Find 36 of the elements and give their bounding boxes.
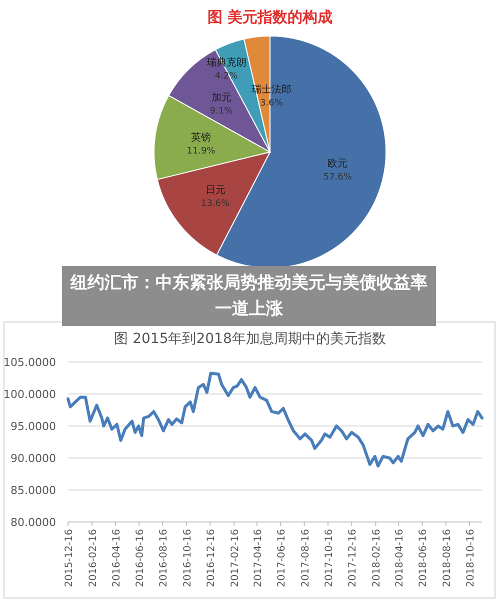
y-tick-label: 100.0000 bbox=[4, 388, 56, 401]
x-tick-label: 2017-02-16 bbox=[230, 529, 242, 588]
x-tick-label: 2015-12-16 bbox=[64, 529, 75, 588]
slice-label: 英镑 bbox=[191, 132, 212, 144]
x-tick-label: 2017-04-16 bbox=[252, 529, 264, 588]
x-tick-label: 2018-08-16 bbox=[442, 529, 453, 588]
x-tick-label: 2016-02-16 bbox=[88, 529, 100, 588]
y-tick-label: 105.0000 bbox=[4, 356, 56, 369]
data-label: 13.6% bbox=[200, 199, 230, 210]
x-tick-label: 2016-08-16 bbox=[158, 529, 170, 588]
chart-title: 图 2015年到2018年加息周期中的美元指数 bbox=[114, 331, 386, 347]
x-tick-label: 2017-10-16 bbox=[324, 529, 335, 588]
x-tick-label: 2016-06-16 bbox=[135, 529, 146, 588]
x-tick-label: 2018-10-16 bbox=[466, 529, 477, 588]
data-label: 11.9% bbox=[186, 146, 216, 157]
slice-label: 欧元 bbox=[328, 158, 348, 170]
x-tick-label: 2017-12-16 bbox=[348, 529, 359, 588]
x-tick-label: 2017-08-16 bbox=[300, 529, 312, 588]
x-tick-label: 2018-06-16 bbox=[418, 529, 430, 588]
slice-label: 加元 bbox=[211, 91, 232, 104]
x-tick-label: 2016-10-16 bbox=[182, 529, 194, 588]
x-tick-label: 2018-02-16 bbox=[372, 529, 383, 588]
y-tick-label: 80.0000 bbox=[10, 516, 56, 529]
chart-title: 图 美元指数的构成 bbox=[207, 8, 333, 26]
y-tick-label: 85.0000 bbox=[10, 484, 56, 497]
slice-label: 日元 bbox=[205, 185, 226, 196]
text: 纽约汇市：中东紧张局势推动美元与美债收益率一道上涨 bbox=[62, 266, 436, 326]
data-label: 57.6% bbox=[323, 172, 352, 182]
x-tick-label: 2018-04-16 bbox=[394, 529, 406, 588]
x-tick-label: 2016-04-16 bbox=[111, 529, 122, 588]
y-tick-label: 95.0000 bbox=[10, 420, 56, 433]
y-tick-label: 90.0000 bbox=[10, 452, 56, 465]
x-tick-label: 2017-06-16 bbox=[276, 529, 288, 588]
line-series bbox=[66, 372, 484, 468]
x-tick-label: 2016-12-16 bbox=[206, 529, 218, 588]
data-label: 9.1% bbox=[210, 106, 234, 116]
